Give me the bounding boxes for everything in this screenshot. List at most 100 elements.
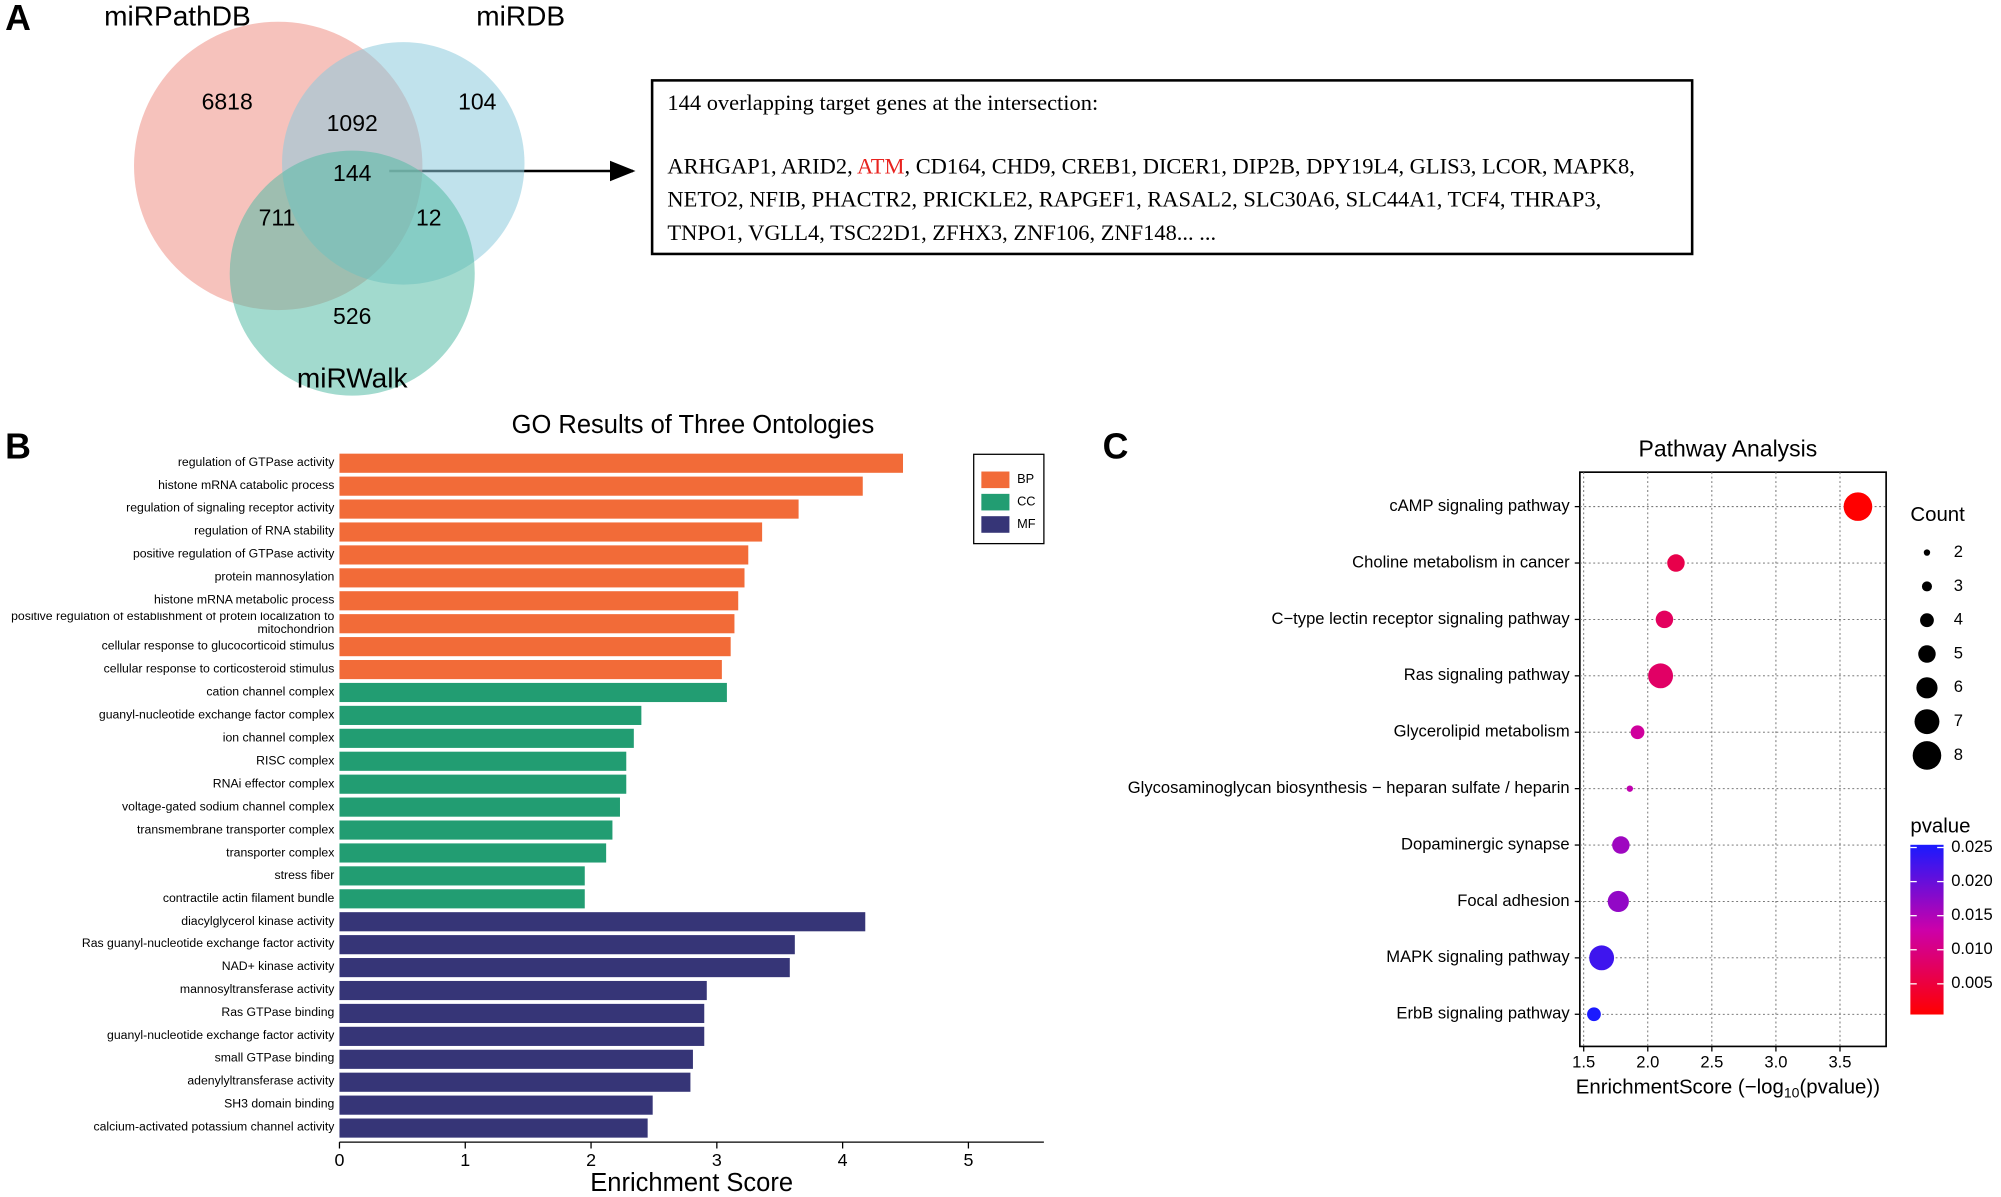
colorbar-label: 0.015 bbox=[1951, 905, 1993, 924]
x-tick-label: 1.5 bbox=[1572, 1052, 1595, 1071]
plot-area bbox=[1579, 471, 1887, 1048]
category-label-box: histone mRNA metabolic process bbox=[154, 594, 334, 606]
dot bbox=[1843, 492, 1873, 521]
legend-title: pvalue bbox=[1910, 815, 1970, 837]
category-label-box: voltage-gated sodium channel complex bbox=[122, 799, 335, 814]
y-tick-label: Dopaminergic synapse bbox=[1401, 834, 1570, 853]
legend-label: 6 bbox=[1954, 677, 1963, 696]
bar bbox=[339, 1003, 705, 1024]
category-label: Ras guanyl-nucleotide exchange factor ac… bbox=[81, 937, 335, 952]
bar bbox=[339, 1049, 693, 1069]
category-label: regulation of GTPase activity bbox=[177, 455, 335, 470]
category-label: stress fiber bbox=[274, 868, 335, 883]
dot bbox=[1648, 663, 1674, 689]
bar bbox=[339, 912, 866, 932]
category-label-box: Ras GTPase binding bbox=[221, 1007, 334, 1019]
region-count: 104 bbox=[458, 88, 497, 114]
y-tick-label: cAMP signaling pathway bbox=[1389, 496, 1570, 515]
x-tick-label: 0 bbox=[335, 1150, 345, 1170]
panel-label: A bbox=[5, 0, 31, 38]
category-label: cation channel complex bbox=[206, 685, 335, 700]
category-label-box: adenylyltransferase activity bbox=[187, 1076, 334, 1088]
legend-label: 3 bbox=[1954, 576, 1963, 595]
category-label-box: transporter complex bbox=[226, 845, 335, 860]
bar bbox=[339, 958, 790, 978]
category-label: voltage-gated sodium channel complex bbox=[122, 799, 335, 814]
legend-label: 4 bbox=[1954, 610, 1963, 629]
bar bbox=[339, 705, 642, 725]
category-label: contractile actin filament bundle bbox=[162, 891, 335, 906]
bar bbox=[339, 499, 799, 519]
chart-title: GO Results of Three Ontologies bbox=[512, 411, 875, 439]
category-label: protein mannosylation bbox=[214, 570, 335, 585]
category-label: RNAi effector complex bbox=[212, 776, 335, 791]
x-axis-label-part: 10 bbox=[1784, 1084, 1800, 1100]
y-tick-label: Focal adhesion bbox=[1457, 891, 1569, 910]
bar bbox=[339, 728, 634, 748]
legend-swatch bbox=[981, 516, 1010, 533]
y-tick-label: Glycosaminoglycan biosynthesis − heparan… bbox=[1128, 778, 1570, 797]
bar bbox=[339, 1118, 648, 1138]
chart-title: Pathway Analysis bbox=[1639, 436, 1818, 462]
category-label: cellular response to glucocorticoid stim… bbox=[101, 639, 335, 654]
category-label: transmembrane transporter complex bbox=[137, 822, 335, 837]
set-name: miRWalk bbox=[297, 363, 409, 394]
category-label-box: contractile actin filament bundle bbox=[162, 891, 335, 906]
category-label-box: regulation of RNA stability bbox=[194, 524, 335, 539]
legend-label: CC bbox=[1017, 494, 1035, 509]
category-label: mannosyltransferase activity bbox=[179, 983, 335, 998]
set-name: miRDB bbox=[476, 0, 565, 31]
legend-dot bbox=[1923, 549, 1931, 556]
x-tick-label: 2 bbox=[586, 1150, 596, 1170]
category-label-box: SH3 domain binding bbox=[224, 1099, 334, 1111]
dot bbox=[1626, 785, 1634, 792]
category-label-box: protein mannosylation bbox=[214, 570, 335, 585]
x-axis-label: EnrichmentScore (−log10(pvalue)) bbox=[1576, 1077, 1880, 1100]
category-label-box: diacylglycerol kinase activity bbox=[181, 915, 334, 927]
category-label: regulation of RNA stability bbox=[194, 524, 335, 539]
category-label-box: mannosyltransferase activity bbox=[179, 983, 335, 998]
category-label-box: stress fiber bbox=[274, 868, 335, 883]
legend-swatch bbox=[981, 471, 1010, 489]
region-count: 12 bbox=[416, 205, 442, 231]
category-label: positive regulation of GTPase activity bbox=[132, 547, 335, 562]
category-label: regulation of signaling receptor activit… bbox=[126, 501, 335, 516]
category-label: transporter complex bbox=[226, 845, 335, 860]
bar bbox=[339, 522, 763, 542]
dot bbox=[1612, 836, 1630, 854]
category-label: RISC complex bbox=[256, 753, 335, 768]
legend-dot bbox=[1914, 709, 1940, 735]
bar bbox=[339, 682, 727, 703]
region-count: 711 bbox=[259, 205, 296, 231]
bar bbox=[339, 545, 749, 565]
x-tick-label: 3.0 bbox=[1764, 1052, 1787, 1071]
x-tick-label: 3.5 bbox=[1828, 1052, 1851, 1071]
y-tick-label: Choline metabolism in cancer bbox=[1352, 552, 1570, 571]
x-tick-label: 1 bbox=[460, 1150, 470, 1170]
category-label-box: RISC complex bbox=[256, 753, 335, 768]
bar bbox=[339, 476, 863, 496]
dot bbox=[1587, 1007, 1601, 1022]
category-label-box: positive regulation of GTPase activity bbox=[132, 547, 335, 562]
bar bbox=[339, 774, 627, 794]
dot bbox=[1630, 725, 1645, 740]
x-tick-label: 5 bbox=[963, 1150, 973, 1170]
legend-label: 7 bbox=[1954, 711, 1963, 730]
category-label-box: Ras guanyl-nucleotide exchange factor ac… bbox=[81, 937, 335, 952]
colorbar-label: 0.005 bbox=[1951, 973, 1993, 992]
x-tick-label: 2.5 bbox=[1700, 1052, 1723, 1071]
category-label: guanyl-nucleotide exchange factor activi… bbox=[107, 1028, 335, 1044]
annotation-body: ARHGAP1, ARID2, ATM, CD164, CHD9, CREB1,… bbox=[667, 153, 1634, 245]
y-tick-label: ErbB signaling pathway bbox=[1396, 1004, 1570, 1023]
category-label: guanyl-nucleotide exchange factor comple… bbox=[98, 708, 335, 723]
bar bbox=[339, 568, 745, 588]
colorbar bbox=[1910, 844, 1944, 1015]
bar bbox=[339, 751, 627, 771]
category-label-box: cellular response to corticosteroid stim… bbox=[104, 663, 335, 675]
annotation-box bbox=[650, 79, 1694, 256]
category-label-box: cellular response to glucocorticoid stim… bbox=[101, 639, 335, 654]
bar bbox=[339, 935, 795, 955]
legend-label: BP bbox=[1017, 471, 1034, 486]
